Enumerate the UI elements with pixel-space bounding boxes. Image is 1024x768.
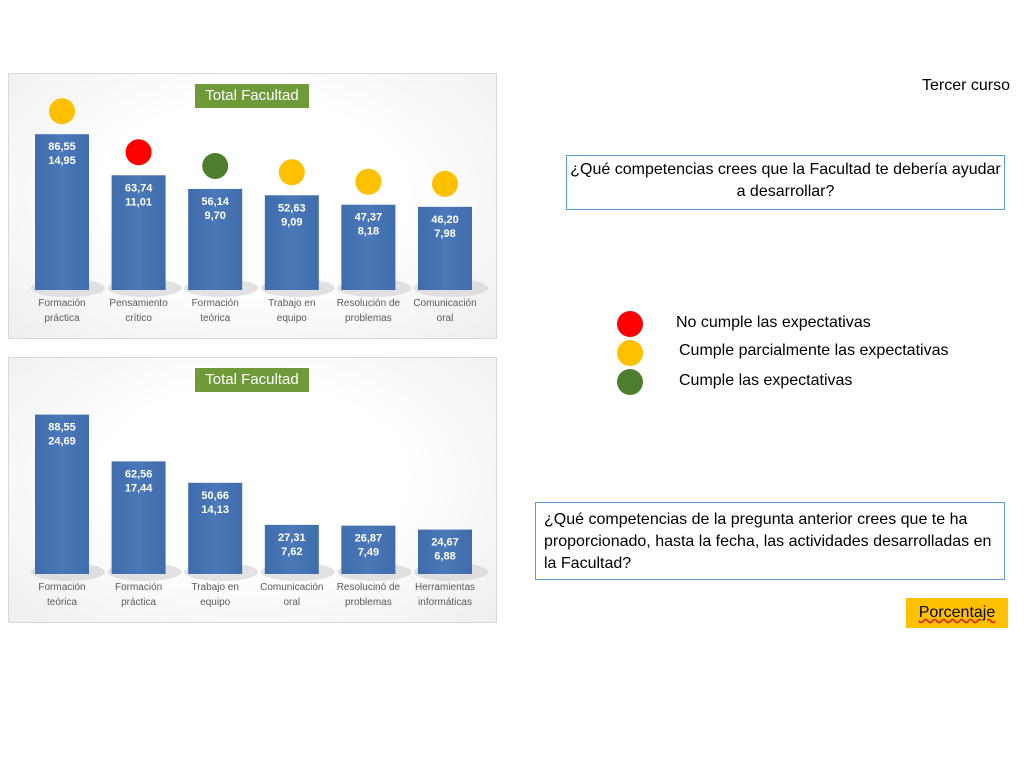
bar-percent-label: 17,44 [125, 482, 153, 494]
category-label: práctica [44, 313, 79, 324]
chart-panel-expected: Total Facultad 86,55 14,95 Formación prácti… [8, 73, 497, 339]
bar [341, 525, 396, 574]
bar-value-label: 47,37 [355, 212, 383, 224]
bar [111, 175, 166, 290]
bar-percent-label: 11,01 [125, 196, 152, 208]
bar-value-label: 46,20 [431, 214, 459, 226]
legend-label-no-cumple: No cumple las expectativas [676, 314, 871, 331]
bar-percent-label: 6,88 [434, 551, 455, 563]
category-label: Resolución de [337, 298, 401, 309]
bar-value-label: 62,56 [125, 468, 153, 480]
course-label: Tercer curso [922, 77, 1011, 94]
status-indicator-icon [432, 170, 458, 197]
category-label: Herramientas [415, 582, 475, 593]
percentage-label: Porcentaje [918, 604, 996, 621]
category-label: Formación [38, 582, 85, 593]
status-indicator-icon [202, 152, 229, 179]
category-label: Trabajo en [268, 298, 315, 309]
bar-value-label: 63,74 [125, 182, 153, 194]
bar [264, 524, 319, 574]
bar [341, 204, 396, 290]
chart-svg: 88,55 24,69 Formación teórica 62,56 17,44 Form… [31, 414, 488, 608]
bar [111, 461, 166, 574]
category-label: práctica [121, 597, 156, 608]
category-label: Resolucinó de [337, 582, 401, 593]
bar [264, 195, 319, 290]
status-indicator-icon [278, 159, 305, 186]
category-label: oral [283, 597, 300, 608]
bar-percent-label: 7,98 [434, 228, 455, 240]
category-label: Formación [192, 298, 239, 309]
legend-red-dot-icon [617, 311, 643, 337]
question-box-2: ¿Qué competencias de la pregunta anterio… [535, 502, 1005, 580]
bar-value-label: 24,67 [431, 537, 459, 549]
bar-percent-label: 7,49 [358, 547, 379, 559]
legend-label-cumple: Cumple las expectativas [679, 372, 853, 389]
bar [35, 134, 89, 290]
bar [418, 529, 472, 574]
status-indicator-icon [49, 98, 75, 125]
bar-percent-label: 9,09 [281, 216, 302, 228]
percentage-badge: Porcentaje [906, 598, 1008, 628]
bar [418, 206, 472, 290]
category-label: Comunicación [413, 298, 476, 309]
category-label: Pensamiento [109, 298, 168, 309]
bar-value-label: 27,31 [278, 532, 306, 544]
chart-svg: 86,55 14,95 Formación práctica 63,74 11,01 Pen… [31, 98, 488, 324]
legend-green-dot-icon [617, 369, 643, 395]
bar [188, 482, 243, 574]
bar-value-label: 26,87 [355, 533, 383, 545]
category-label: Comunicación [260, 582, 323, 593]
bar-percent-label: 9,70 [204, 210, 225, 222]
chart-title: Total Facultad [195, 84, 309, 108]
category-label: equipo [277, 313, 307, 324]
category-label: crítico [125, 313, 152, 324]
bar-value-label: 86,55 [48, 141, 76, 153]
bar-value-label: 88,55 [48, 422, 76, 434]
category-label: Formación [38, 298, 85, 309]
bar-percent-label: 14,13 [201, 504, 229, 516]
status-indicator-icon [125, 139, 152, 166]
bar-percent-label: 8,18 [358, 226, 379, 238]
bar-percent-label: 7,62 [281, 546, 302, 558]
bar-value-label: 50,66 [201, 490, 229, 502]
chart-panel-provided: Total Facultad 88,55 24,69 Formación teóric… [8, 357, 497, 623]
bar [188, 188, 243, 290]
category-label: teórica [200, 313, 230, 324]
question-box-1: ¿Qué competencias crees que la Facultad … [566, 155, 1005, 210]
bar-percent-label: 24,69 [48, 436, 76, 448]
chart-title: Total Facultad [195, 368, 309, 392]
category-label: problemas [345, 313, 392, 324]
legend-yellow-dot-icon [617, 340, 643, 366]
bar-value-label: 52,63 [278, 202, 306, 214]
category-label: Trabajo en [191, 582, 238, 593]
bar-percent-label: 14,95 [48, 155, 76, 167]
status-indicator-icon [355, 168, 382, 195]
category-label: informáticas [418, 597, 472, 608]
bar [35, 414, 89, 574]
category-label: teórica [47, 597, 77, 608]
bar-value-label: 56,14 [201, 196, 229, 208]
category-label: problemas [345, 597, 392, 608]
legend-label-parcialmente: Cumple parcialmente las expectativas [679, 342, 949, 359]
category-label: oral [437, 313, 454, 324]
category-label: equipo [200, 597, 230, 608]
category-label: Formación [115, 582, 162, 593]
